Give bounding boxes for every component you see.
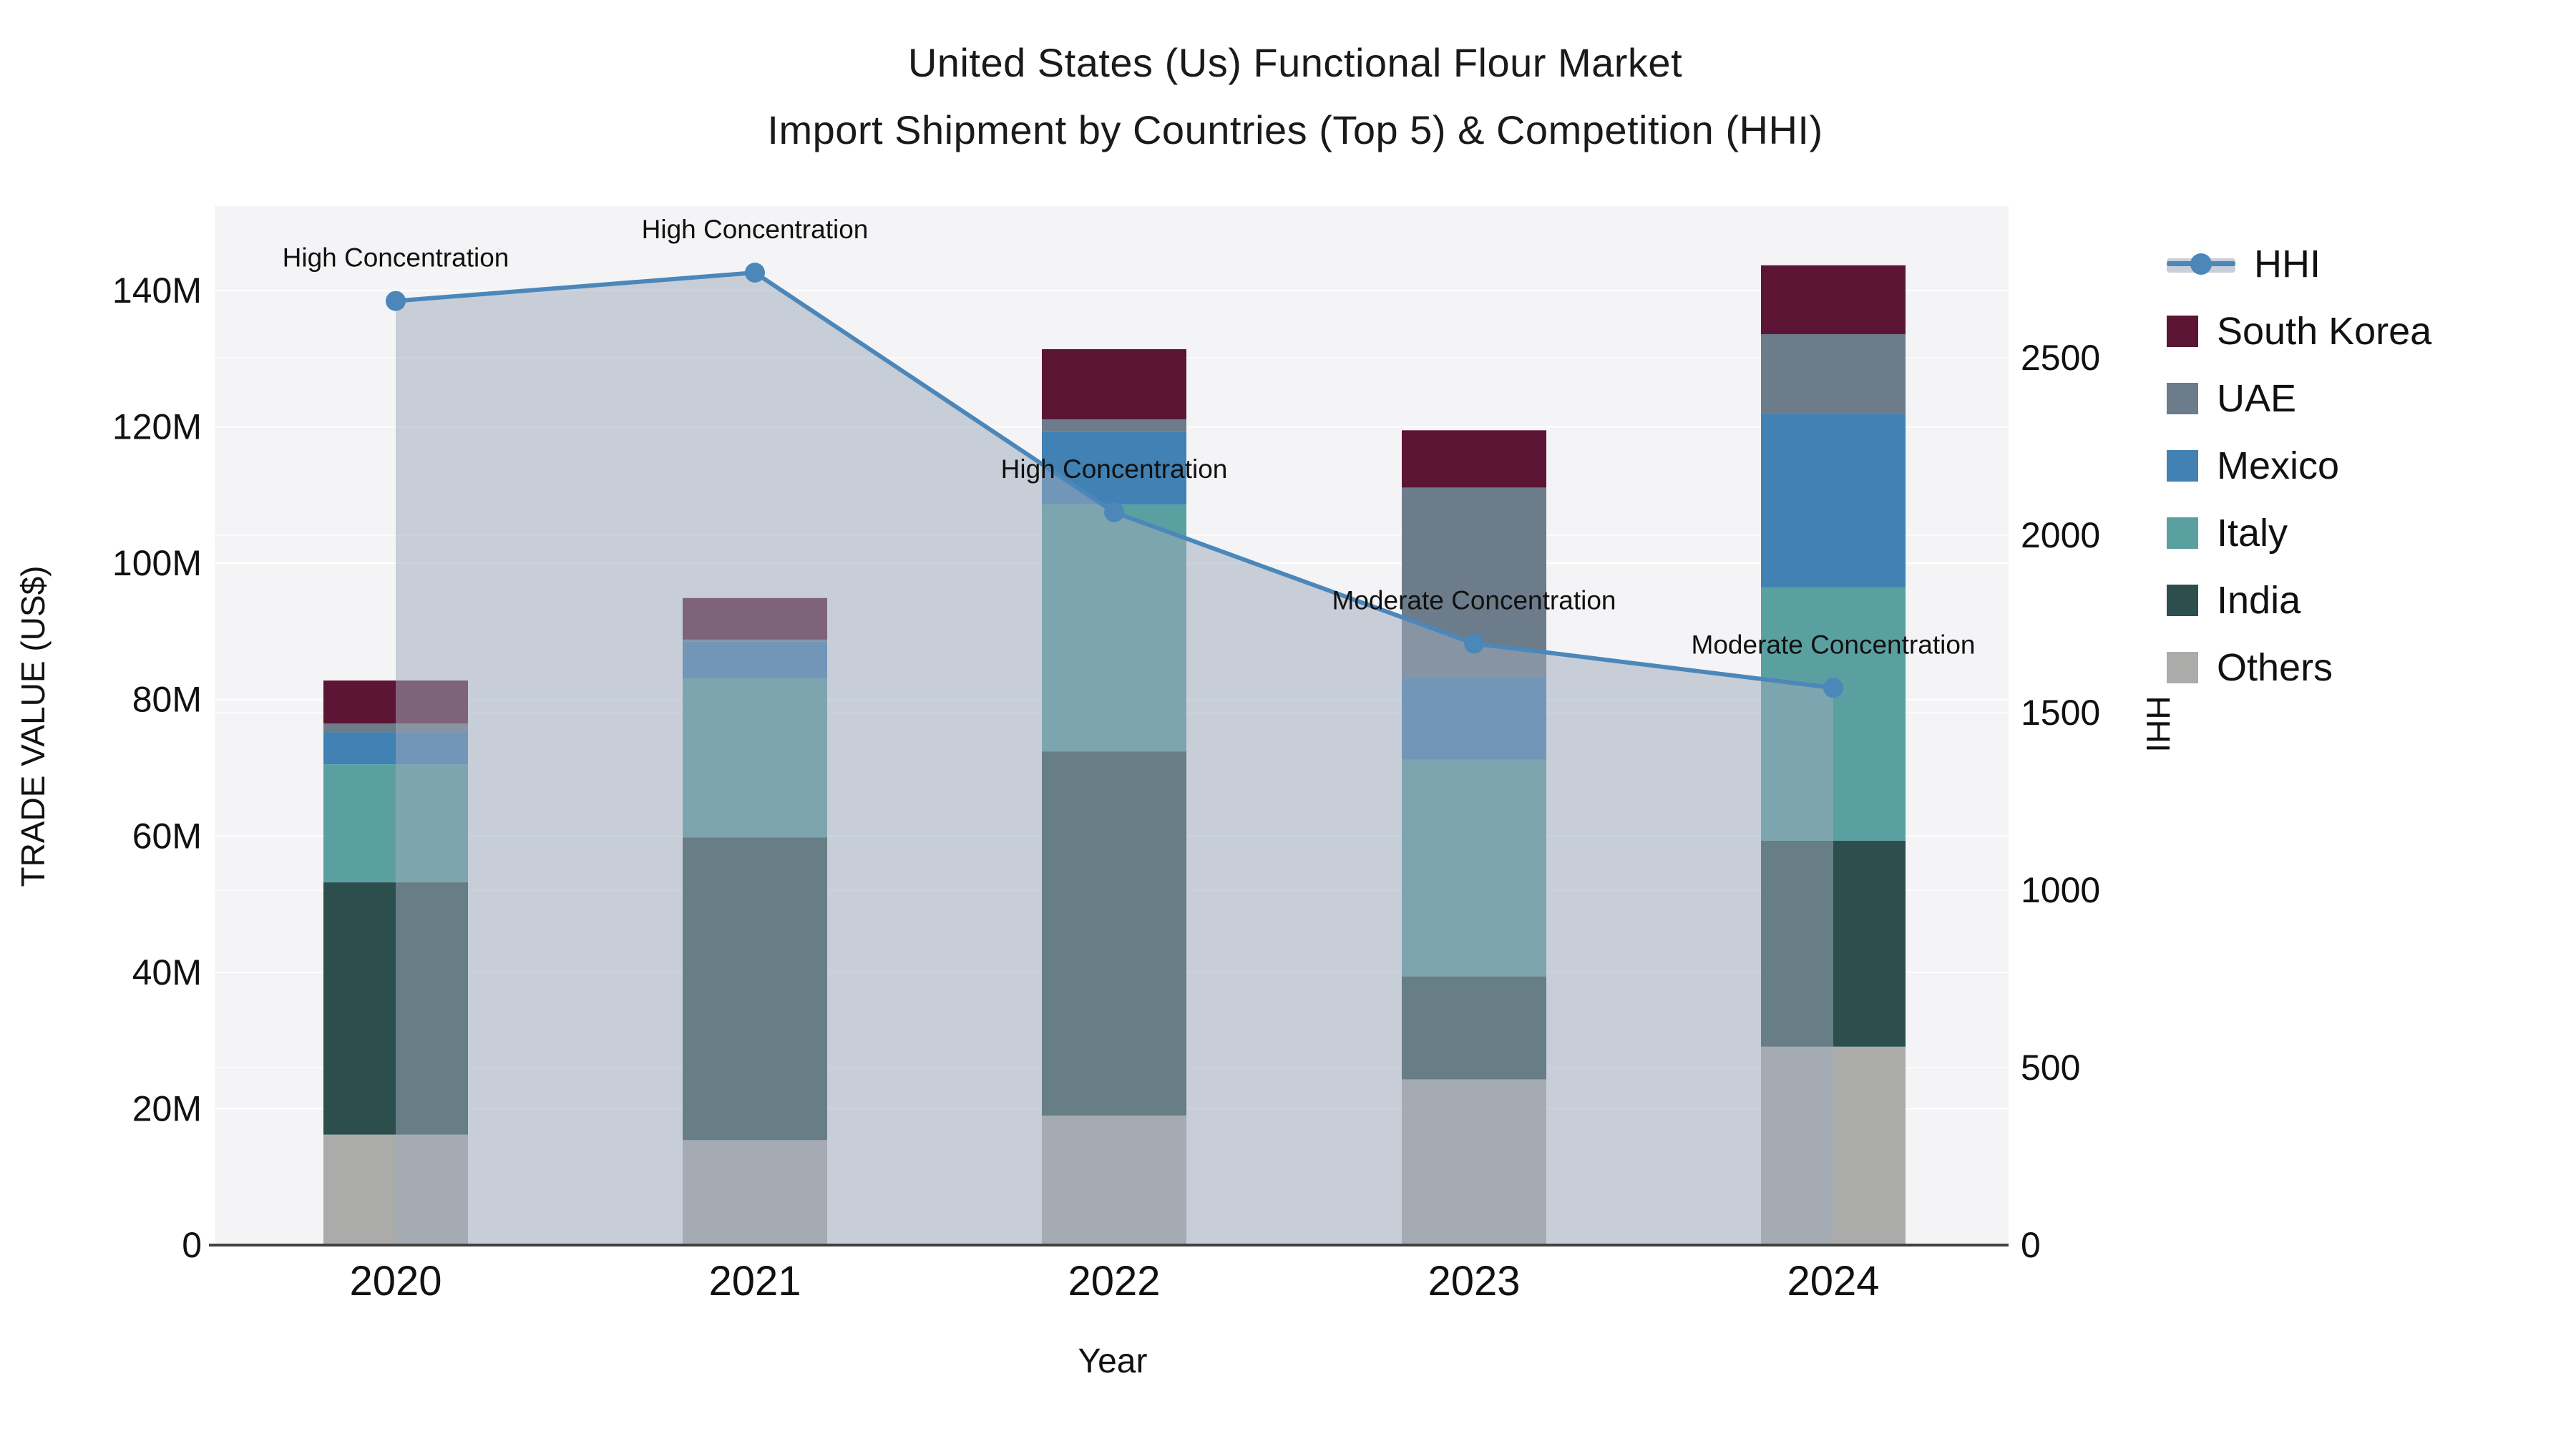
chart-title-line1: United States (Us) Functional Flour Mark… — [907, 40, 1683, 85]
legend-label-india: India — [2217, 579, 2301, 622]
annotation-2023: Moderate Concentration — [1332, 585, 1616, 615]
chart-legend: HHI South Korea UAE Mexico Italy India Others — [2167, 230, 2431, 701]
legend-swatch-others — [2167, 652, 2198, 683]
hhi-marker-2023[interactable] — [1464, 633, 1484, 654]
y-right-axis-title: HHI — [2140, 696, 2177, 752]
annotation-2020: High Concentration — [283, 243, 509, 273]
bar-segment-2024-south-korea[interactable] — [1761, 265, 1906, 334]
annotation-2021: High Concentration — [642, 215, 869, 244]
legend-item-mexico[interactable]: Mexico — [2167, 432, 2431, 499]
legend-swatch-uae — [2167, 383, 2198, 414]
bar-segment-2024-uae[interactable] — [1761, 333, 1906, 414]
y-left-tick-0: 0 — [182, 1225, 202, 1265]
y-left-tick-40M: 40M — [132, 952, 202, 992]
legend-swatch-south-korea — [2167, 316, 2198, 347]
legend-label-hhi: HHI — [2254, 243, 2321, 286]
x-tick-2022: 2022 — [1068, 1258, 1160, 1304]
bar-segment-2023-south-korea[interactable] — [1402, 430, 1546, 488]
y-left-tick-60M: 60M — [132, 816, 202, 856]
bar-segment-2024-mexico[interactable] — [1761, 414, 1906, 587]
hhi-area-fill — [396, 273, 1833, 1245]
legend-label-south-korea: South Korea — [2217, 310, 2432, 353]
annotation-2024: Moderate Concentration — [1692, 630, 1976, 659]
hhi-marker-2020[interactable] — [386, 291, 406, 311]
legend-label-uae: UAE — [2217, 377, 2297, 420]
y-right-tick-1000: 1000 — [2021, 870, 2100, 910]
y-left-tick-100M: 100M — [112, 543, 202, 583]
chart-title: United States (Us) Functional Flour Mark… — [14, 43, 2576, 177]
y-right-tick-1500: 1500 — [2021, 693, 2100, 733]
legend-item-india[interactable]: India — [2167, 567, 2431, 634]
legend-label-others: Others — [2217, 646, 2333, 689]
y-left-tick-20M: 20M — [132, 1088, 202, 1128]
hhi-marker-2021[interactable] — [745, 263, 765, 283]
legend-label-italy: Italy — [2217, 512, 2288, 555]
y-left-tick-80M: 80M — [132, 680, 202, 720]
hhi-marker-2024[interactable] — [1823, 678, 1843, 698]
chart-title-line2: Import Shipment by Countries (Top 5) & C… — [767, 107, 1823, 152]
x-tick-2023: 2023 — [1428, 1258, 1520, 1304]
x-tick-2021: 2021 — [708, 1258, 801, 1304]
x-tick-2024: 2024 — [1787, 1258, 1879, 1304]
legend-hhi-line-icon — [2167, 248, 2235, 280]
y-left-tick-120M: 120M — [112, 407, 202, 447]
bar-segment-2022-uae[interactable] — [1042, 419, 1186, 432]
legend-swatch-india — [2167, 585, 2198, 616]
y-right-tick-2000: 2000 — [2021, 515, 2100, 555]
legend-item-south-korea[interactable]: South Korea — [2167, 298, 2431, 365]
x-tick-2020: 2020 — [349, 1258, 441, 1304]
y-left-axis-title: TRADE VALUE (US$) — [14, 565, 52, 887]
legend-item-italy[interactable]: Italy — [2167, 499, 2431, 567]
hhi-marker-2022[interactable] — [1104, 502, 1124, 522]
bar-segment-2022-south-korea[interactable] — [1042, 348, 1186, 420]
y-right-tick-500: 500 — [2021, 1048, 2080, 1088]
legend-item-hhi[interactable]: HHI — [2167, 230, 2431, 298]
legend-swatch-mexico — [2167, 450, 2198, 482]
y-left-tick-140M: 140M — [112, 270, 202, 311]
annotation-2022: High Concentration — [1001, 454, 1228, 484]
legend-item-uae[interactable]: UAE — [2167, 365, 2431, 432]
legend-label-mexico: Mexico — [2217, 444, 2340, 487]
legend-item-others[interactable]: Others — [2167, 634, 2431, 701]
y-right-tick-2500: 2500 — [2021, 338, 2100, 378]
x-axis-title: Year — [1078, 1342, 1148, 1380]
legend-swatch-italy — [2167, 517, 2198, 549]
y-right-tick-0: 0 — [2021, 1225, 2041, 1265]
